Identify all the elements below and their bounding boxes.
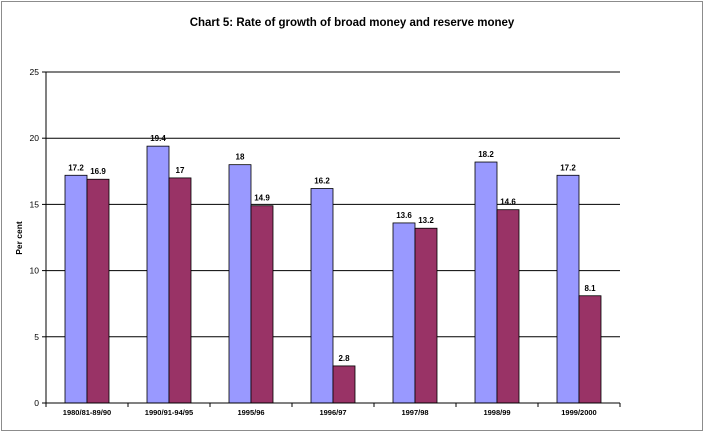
bar-series2-4: [414, 227, 438, 404]
bar-series1-3: [310, 188, 334, 404]
bar-series1-6: [556, 174, 580, 404]
data-label: 16.9: [90, 167, 106, 176]
x-category-label: 1995/96: [237, 408, 264, 417]
bar-series2-1: [168, 177, 192, 404]
bar-series2-0: [86, 178, 110, 404]
data-label: 2.8: [338, 354, 350, 363]
bar-series1-0: [64, 174, 88, 404]
data-label: 17.2: [68, 163, 84, 172]
x-category-label: 1980/81-89/90: [63, 408, 111, 417]
bar-series1-2: [228, 164, 252, 404]
data-label: 18.2: [478, 150, 494, 159]
data-label: 18: [236, 153, 245, 162]
y-tick-label: 10: [30, 266, 40, 276]
y-axis-label: Per cent: [14, 221, 24, 255]
data-label: 13.6: [396, 211, 412, 220]
bar-series1-5: [474, 161, 498, 404]
data-labels: 17.2 16.9 19.4 17 18 14.9 16.2 2.8 13.6 13.2 18.2 1…: [68, 134, 596, 363]
data-label: 19.4: [150, 134, 166, 143]
chart-title: Chart 5: Rate of growth of broad money a…: [190, 17, 515, 29]
bar-series1-1: [146, 145, 170, 404]
x-category-label: 1998/99: [483, 408, 510, 417]
axes: 0 5 10 15 20 25 1980/81-89/90 1990/91-94/95 1995…: [30, 67, 621, 417]
y-tick-label: 20: [30, 133, 40, 143]
bar-series2-5: [496, 209, 520, 404]
y-tick-label: 15: [30, 199, 40, 209]
bar-series2-3: [332, 365, 356, 404]
y-tick-label: 25: [30, 67, 40, 77]
y-tick-label: 0: [34, 398, 39, 408]
data-label: 17: [176, 166, 185, 175]
x-category-label: 1999/2000: [561, 408, 596, 417]
x-category-label: 1996/97: [319, 408, 346, 417]
bars: [64, 145, 602, 404]
x-category-label: 1990/91-94/95: [145, 408, 193, 417]
y-tick-label: 5: [34, 332, 39, 342]
data-label: 8.1: [584, 284, 596, 293]
data-label: 13.2: [418, 216, 434, 225]
x-category-label: 1997/98: [401, 408, 428, 417]
bar-series2-6: [578, 295, 602, 404]
bar-series2-2: [250, 205, 274, 404]
data-label: 14.6: [500, 198, 516, 207]
data-label: 17.2: [560, 163, 576, 172]
bar-series1-4: [392, 222, 416, 404]
data-label: 16.2: [314, 177, 330, 186]
data-label: 14.9: [254, 194, 270, 203]
